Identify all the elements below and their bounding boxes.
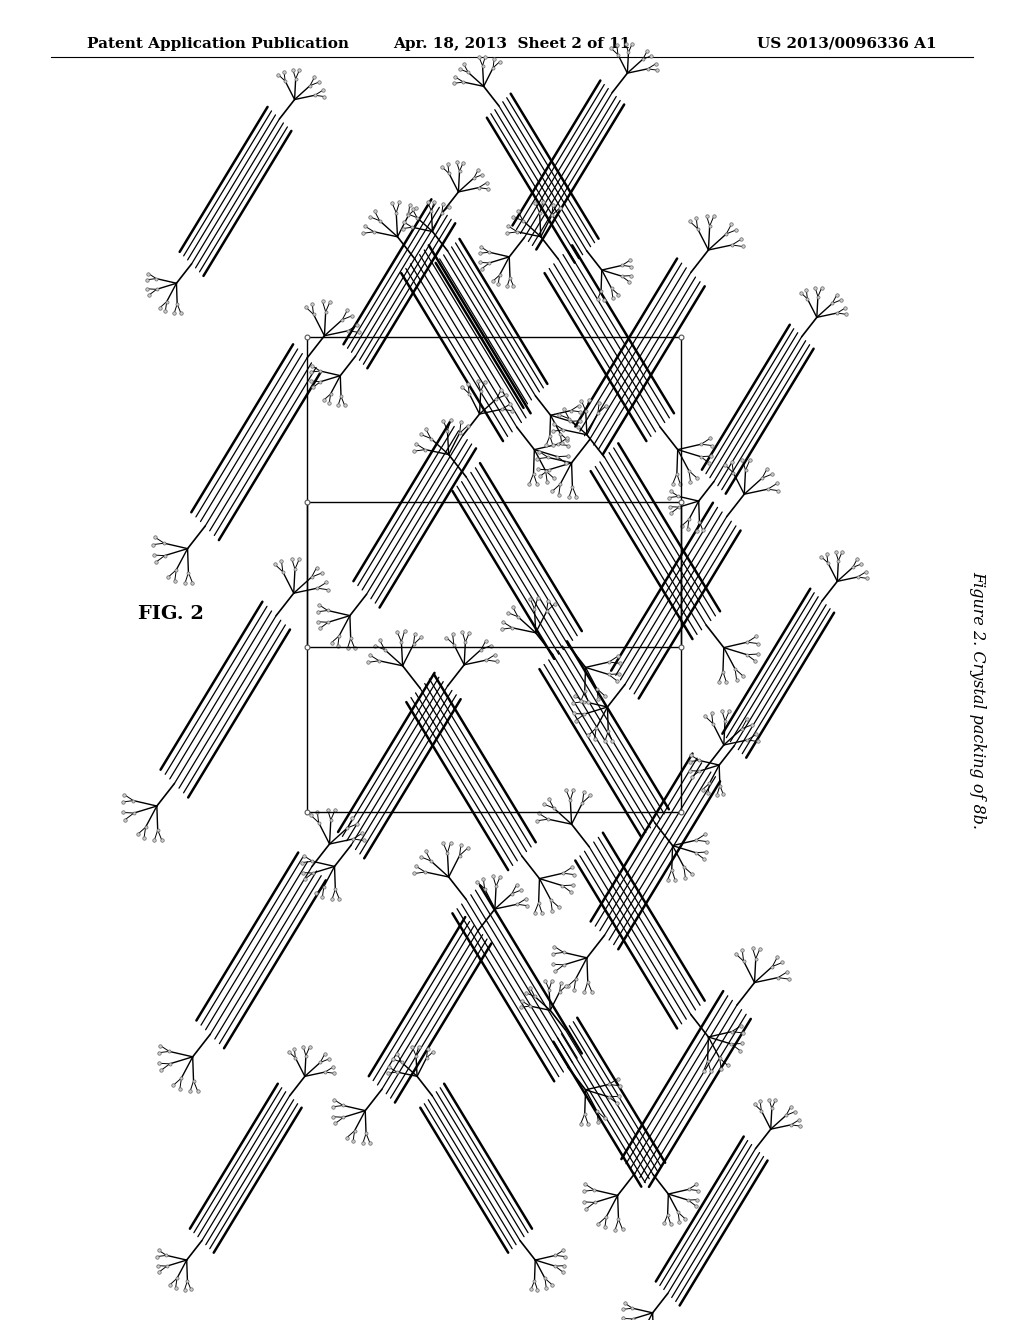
Text: Patent Application Publication: Patent Application Publication [87,37,349,50]
Text: US 2013/0096336 A1: US 2013/0096336 A1 [758,37,937,50]
Bar [307,502,681,812]
Text: FIG. 2: FIG. 2 [138,605,204,623]
Text: Apr. 18, 2013  Sheet 2 of 11: Apr. 18, 2013 Sheet 2 of 11 [393,37,631,50]
Text: Figure 2. Crystal packing of 8b.: Figure 2. Crystal packing of 8b. [970,570,986,829]
Bar [307,337,681,647]
